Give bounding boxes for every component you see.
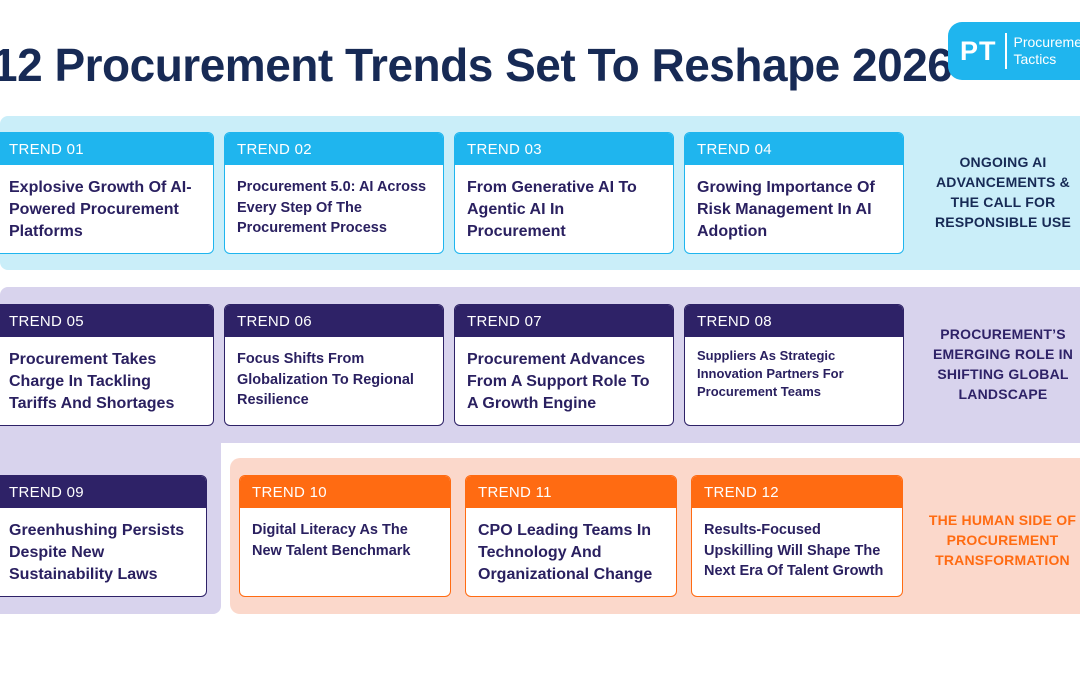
trend-tag: TREND 10 (240, 476, 450, 508)
trend-text: Explosive Growth Of AI-Powered Procureme… (9, 179, 192, 240)
trend-text: Results-Focused Upskilling Will Shape Th… (704, 522, 884, 579)
group-label-global-role: PROCUREMENT’S EMERGING ROLE IN SHIFTING … (932, 326, 1074, 402)
trend-card-07: TREND 07 Procurement Advances From A Sup… (454, 304, 674, 426)
trend-card-06: TREND 06 Focus Shifts From Globalization… (224, 304, 444, 426)
page-title: 12 Procurement Trends Set To Reshape 202… (0, 39, 953, 91)
trend-card-01: TREND 01 Explosive Growth Of AI-Powered … (0, 132, 214, 254)
logo-mark: PT (960, 35, 997, 66)
trend-text: CPO Leading Teams In Technology And Orga… (478, 522, 653, 583)
trend-card-08: TREND 08 Suppliers As Strategic Innovati… (684, 304, 904, 426)
trend-card-03: TREND 03 From Generative AI To Agentic A… (454, 132, 674, 254)
trend-tag: TREND 04 (685, 133, 903, 165)
group-label-ai: ONGOING AI ADVANCEMENTS & THE CALL FOR R… (934, 154, 1072, 230)
trend-text: Digital Literacy As The New Talent Bench… (252, 522, 411, 559)
trend-card-11: TREND 11 CPO Leading Teams In Technology… (465, 475, 677, 597)
logo-line-2: Tactics (1013, 51, 1057, 67)
logo-divider (1004, 33, 1007, 69)
trend-card-12: TREND 12 Results-Focused Upskilling Will… (691, 475, 903, 597)
trend-text: From Generative AI To Agentic AI In Proc… (467, 179, 637, 240)
trend-text: Procurement 5.0: AI Across Every Step Of… (237, 179, 427, 236)
trend-card-05: TREND 05 Procurement Takes Charge In Tac… (0, 304, 214, 426)
trend-tag: TREND 01 (0, 133, 213, 165)
trend-text: Growing Importance Of Risk Management In… (697, 179, 875, 240)
trend-tag: TREND 12 (692, 476, 902, 508)
trend-card-02: TREND 02 Procurement 5.0: AI Across Ever… (224, 132, 444, 254)
logo-wordmark: Procurement Tactics (1014, 34, 1080, 68)
procurement-tactics-logo: PT Procurement Tactics (948, 22, 1080, 80)
trend-card-10: TREND 10 Digital Literacy As The New Tal… (239, 475, 451, 597)
trend-tag: TREND 09 (0, 476, 206, 508)
trend-text: Focus Shifts From Globalization To Regio… (237, 351, 414, 408)
trend-text: Procurement Takes Charge In Tackling Tar… (9, 351, 175, 412)
trend-tag: TREND 11 (466, 476, 676, 508)
trend-text: Suppliers As Strategic Innovation Partne… (697, 348, 844, 399)
trend-text: Procurement Advances From A Support Role… (467, 351, 650, 412)
trend-tag: TREND 03 (455, 133, 673, 165)
trend-tag: TREND 02 (225, 133, 443, 165)
trend-tag: TREND 08 (685, 305, 903, 337)
trend-tag: TREND 07 (455, 305, 673, 337)
group-label-human-side: THE HUMAN SIDE OF PROCUREMENT TRANSFORMA… (928, 512, 1077, 568)
trend-text: Greenhushing Persists Despite New Sustai… (9, 522, 185, 583)
trend-tag: TREND 05 (0, 305, 213, 337)
logo-line-1: Procurement (1013, 34, 1080, 50)
trend-tag: TREND 06 (225, 305, 443, 337)
trend-card-09: TREND 09 Greenhushing Persists Despite N… (0, 475, 207, 597)
trend-card-04: TREND 04 Growing Importance Of Risk Mana… (684, 132, 904, 254)
